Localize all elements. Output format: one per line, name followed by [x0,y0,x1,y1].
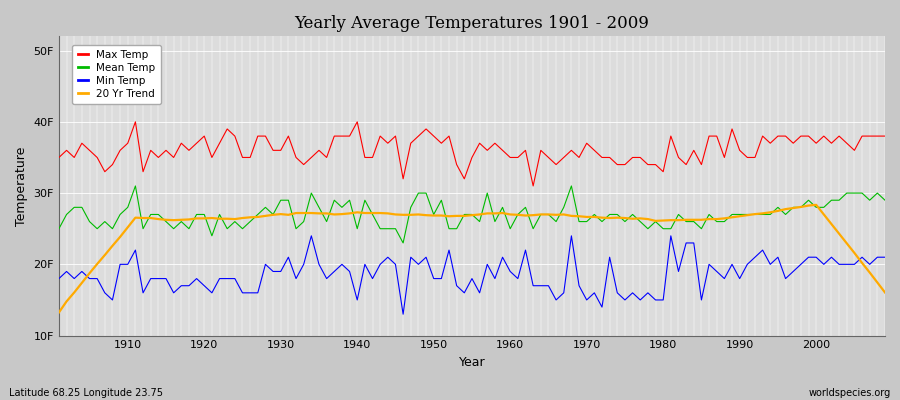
Legend: Max Temp, Mean Temp, Min Temp, 20 Yr Trend: Max Temp, Mean Temp, Min Temp, 20 Yr Tre… [72,44,161,104]
Text: worldspecies.org: worldspecies.org [809,388,891,398]
Text: Latitude 68.25 Longitude 23.75: Latitude 68.25 Longitude 23.75 [9,388,163,398]
Title: Yearly Average Temperatures 1901 - 2009: Yearly Average Temperatures 1901 - 2009 [294,15,650,32]
X-axis label: Year: Year [459,356,485,369]
Y-axis label: Temperature: Temperature [15,146,28,226]
